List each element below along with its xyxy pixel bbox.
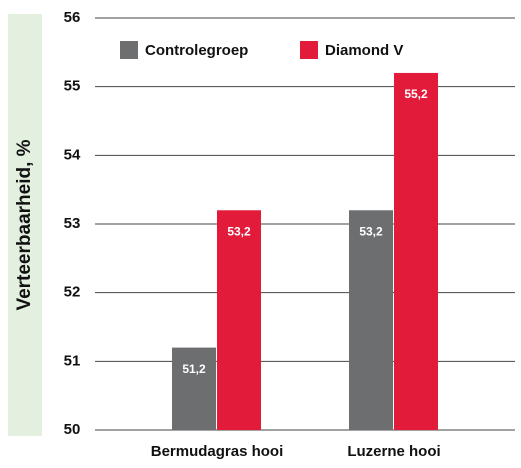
legend-label: Controlegroep [145, 42, 248, 59]
y-tick-label: 51 [64, 352, 81, 369]
value-label: 55,2 [404, 87, 428, 101]
y-tick-label: 53 [64, 215, 81, 232]
y-axis-label: Verteerbaarheid, % [14, 139, 35, 310]
value-label: 53,2 [359, 224, 383, 238]
x-tick-label: Bermudagras hooi [151, 443, 284, 460]
bar [394, 72, 438, 430]
x-tick-label: Luzerne hooi [347, 443, 440, 460]
legend-swatch [120, 41, 138, 59]
value-label: 51,2 [182, 362, 206, 376]
bar [349, 210, 393, 430]
y-tick-label: 52 [64, 284, 81, 301]
bar [217, 210, 261, 430]
bar [172, 347, 216, 430]
y-label-box [8, 14, 42, 436]
y-tick-label: 56 [64, 9, 81, 26]
y-tick-label: 55 [64, 78, 81, 95]
y-tick-label: 54 [64, 146, 81, 163]
value-label: 53,2 [227, 224, 251, 238]
legend-swatch [300, 41, 318, 59]
y-tick-label: 50 [64, 421, 81, 438]
legend-label: Diamond V [325, 42, 403, 59]
